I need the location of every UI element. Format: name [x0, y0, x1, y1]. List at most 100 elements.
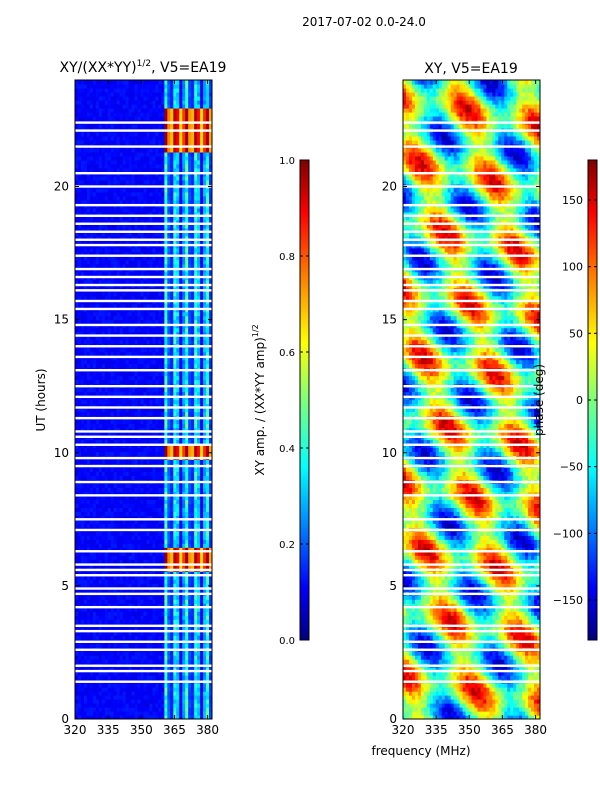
heatmap-cell: [95, 595, 100, 600]
heatmap-cell: [176, 603, 180, 608]
heatmap-cell: [200, 391, 204, 397]
heatmap-cell: [149, 595, 154, 600]
heatmap-cell: [140, 483, 145, 488]
heatmap-cell: [200, 495, 204, 500]
heatmap-cell: [143, 427, 148, 433]
heatmap-cell: [182, 619, 186, 624]
heatmap-cell: [80, 603, 85, 608]
heatmap-cell: [167, 699, 171, 704]
heatmap-cell: [77, 303, 82, 309]
heatmap-cell: [75, 615, 79, 620]
heatmap-cell: [197, 531, 201, 536]
heatmap-cell: [75, 599, 79, 604]
heatmap-cell: [122, 523, 127, 528]
heatmap-cell: [137, 611, 142, 616]
heatmap-cell: [206, 543, 210, 548]
heatmap-cell: [75, 363, 79, 369]
heatmap-cell: [155, 427, 159, 433]
heatmap-cell: [77, 427, 82, 433]
heatmap-cell: [206, 575, 210, 580]
heatmap-cell: [185, 551, 189, 556]
heatmap-cell: [86, 631, 91, 636]
heatmap-cell: [176, 515, 180, 520]
heatmap-cell: [146, 347, 151, 353]
heatmap-cell: [98, 491, 103, 496]
heatmap-cell: [137, 715, 142, 719]
heatmap-cell: [161, 331, 165, 337]
heatmap-cell: [170, 543, 174, 548]
heatmap-cell: [104, 327, 109, 333]
heatmap-cell: [89, 295, 94, 301]
heatmap-cell: [140, 439, 145, 445]
heatmap-cell: [158, 575, 162, 580]
heatmap-cell: [194, 291, 198, 297]
heatmap-cell: [191, 491, 195, 496]
heatmap-cell: [152, 423, 157, 429]
heatmap-cell: [146, 507, 151, 512]
heatmap-cell: [158, 491, 162, 496]
heatmap-cell: [122, 551, 127, 556]
heatmap-cell: [77, 531, 82, 536]
heatmap-cell: [113, 351, 118, 357]
heatmap-cell: [128, 327, 133, 333]
heatmap-cell: [75, 687, 79, 692]
heatmap-cell: [119, 335, 124, 341]
heatmap-cell: [209, 387, 212, 393]
heatmap-cell: [83, 703, 88, 708]
heatmap-cell: [83, 695, 88, 700]
heatmap-cell: [83, 503, 88, 508]
heatmap-cell: [143, 451, 148, 457]
heatmap-cell: [185, 547, 189, 552]
heatmap-cell: [98, 667, 103, 672]
heatmap-cell: [194, 411, 198, 417]
heatmap-cell: [75, 387, 79, 393]
heatmap-cell: [176, 575, 180, 580]
heatmap-cell: [161, 535, 165, 540]
heatmap-cell: [122, 451, 127, 457]
heatmap-cell: [206, 707, 210, 712]
heatmap-cell: [119, 447, 124, 453]
heatmap-cell: [86, 531, 91, 536]
heatmap-cell: [164, 611, 168, 616]
heatmap-cell: [125, 659, 130, 664]
heatmap-cell: [143, 547, 148, 552]
heatmap-cell: [113, 431, 118, 437]
heatmap-cell: [176, 675, 180, 680]
heatmap-cell: [113, 671, 118, 676]
heatmap-cell: [197, 579, 201, 584]
heatmap-cell: [92, 491, 97, 496]
heatmap-cell: [179, 651, 183, 656]
heatmap-cell: [176, 551, 180, 556]
heatmap-cell: [170, 311, 174, 317]
heatmap-cell: [152, 583, 157, 588]
heatmap-cell: [179, 411, 183, 417]
heatmap-cell: [134, 447, 139, 453]
heatmap-cell: [167, 499, 171, 504]
heatmap-cell: [173, 699, 177, 704]
heatmap-cell: [206, 459, 210, 464]
heatmap-cell: [143, 551, 148, 556]
heatmap-cell: [191, 399, 195, 405]
heatmap-cell: [134, 555, 139, 560]
heatmap-cell: [203, 295, 207, 301]
heatmap-cell: [194, 535, 198, 540]
heatmap-cell: [101, 675, 106, 680]
heatmap-cell: [146, 467, 151, 472]
heatmap-cell: [182, 423, 186, 429]
heatmap-cell: [149, 711, 154, 716]
heatmap-cell: [158, 579, 162, 584]
heatmap-cell: [75, 643, 79, 648]
heatmap-cell: [149, 539, 154, 544]
heatmap-cell: [158, 667, 162, 672]
heatmap-cell: [119, 507, 124, 512]
heatmap-cell: [209, 511, 212, 516]
heatmap-cell: [86, 627, 91, 632]
heatmap-cell: [170, 471, 174, 476]
heatmap-cell: [197, 571, 201, 576]
heatmap-cell: [161, 631, 165, 636]
heatmap-cell: [206, 375, 210, 381]
heatmap-cell: [188, 447, 192, 453]
heatmap-cell: [92, 371, 97, 377]
heatmap-cell: [83, 363, 88, 369]
